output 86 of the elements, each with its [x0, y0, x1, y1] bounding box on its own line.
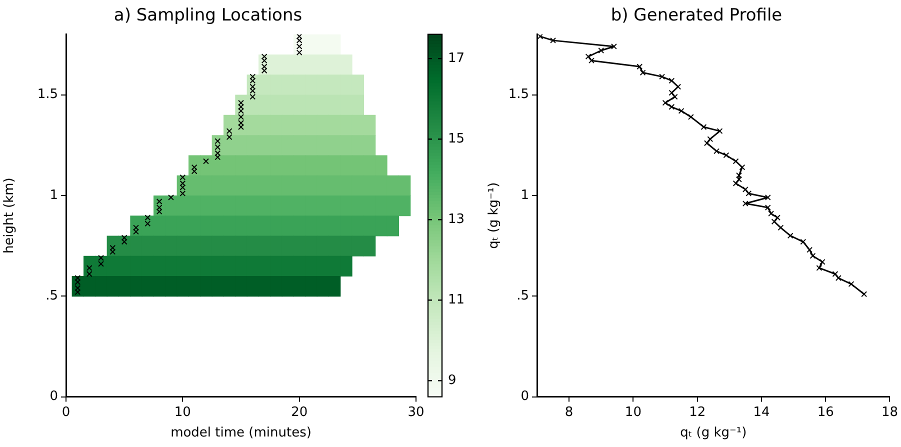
point	[716, 128, 723, 134]
point	[819, 258, 826, 265]
point	[121, 238, 128, 245]
point	[800, 238, 806, 245]
point	[732, 180, 739, 186]
point	[746, 190, 752, 196]
color-bar-label: 13	[448, 212, 465, 227]
point	[707, 136, 714, 142]
point	[764, 194, 771, 200]
point	[156, 208, 162, 215]
chart-title: a) Sampling Locations	[114, 6, 302, 26]
point	[742, 186, 748, 192]
x-axis-title: model time (minutes)	[170, 426, 312, 441]
y-tick-label: 1.5	[37, 87, 58, 102]
point	[700, 124, 707, 130]
y-axis-title: height (km)	[2, 178, 18, 254]
color-bar-label: 17	[448, 50, 465, 66]
point	[261, 68, 268, 74]
point	[250, 74, 256, 80]
point	[704, 140, 710, 146]
x-tick-label: 10	[174, 404, 191, 420]
x-tick-label: 30	[408, 404, 424, 420]
y-tick-label: 0	[50, 389, 58, 404]
point	[610, 44, 617, 50]
point	[214, 154, 221, 160]
point	[806, 246, 813, 253]
y-tick-label: .5	[46, 288, 58, 304]
point	[774, 214, 780, 221]
point	[742, 200, 748, 206]
point	[588, 58, 594, 64]
x-tick-label: 12	[689, 404, 706, 420]
point	[714, 148, 720, 154]
point	[659, 74, 666, 80]
point	[261, 54, 268, 60]
point	[672, 94, 678, 100]
x-tick-label: 0	[62, 404, 70, 420]
x-axis-title: qₜ (g kg⁻¹)	[680, 426, 747, 441]
point	[861, 291, 868, 298]
point	[598, 48, 604, 54]
x-tick-label: 10	[624, 404, 642, 420]
point	[668, 78, 675, 84]
color-bar-label: 9	[448, 373, 456, 388]
point	[832, 271, 838, 277]
x-tick-label: 8	[564, 404, 574, 420]
point	[835, 275, 842, 281]
point	[768, 210, 774, 217]
point	[723, 152, 730, 158]
point	[74, 289, 81, 296]
y-tick-label: 1	[520, 188, 529, 203]
point	[764, 204, 771, 211]
color-bar-title: qₜ (g kg⁻¹)	[486, 182, 502, 249]
y-tick-label: .5	[516, 288, 529, 304]
y-tick-label: 1.5	[508, 87, 529, 102]
point	[110, 248, 116, 255]
point	[732, 158, 739, 164]
point	[121, 234, 128, 241]
y-tick-label: 0	[520, 389, 529, 404]
point	[816, 264, 822, 271]
point	[668, 104, 675, 110]
point	[191, 168, 198, 174]
point	[133, 228, 139, 235]
point	[688, 114, 694, 120]
y-tick-label: 1	[50, 188, 58, 203]
point	[662, 100, 668, 106]
point	[640, 70, 646, 76]
point	[739, 164, 746, 170]
point	[585, 54, 592, 60]
point	[203, 158, 209, 164]
point	[678, 108, 684, 114]
point	[771, 218, 778, 225]
point	[550, 37, 556, 44]
point	[810, 252, 816, 259]
x-tick-label: 20	[291, 404, 308, 420]
x-tick-label: 18	[881, 404, 898, 420]
x-tick-label: 16	[817, 404, 834, 420]
point	[787, 232, 794, 239]
point	[168, 194, 174, 200]
point	[296, 34, 302, 40]
point	[736, 172, 742, 178]
x-tick-label: 14	[753, 404, 770, 420]
point	[848, 281, 854, 288]
color-bar-label: 11	[448, 292, 465, 308]
chart-title: b) Generated Profile	[610, 6, 782, 26]
color-bar-label: 15	[448, 131, 465, 146]
point	[636, 64, 643, 70]
point	[736, 176, 742, 182]
